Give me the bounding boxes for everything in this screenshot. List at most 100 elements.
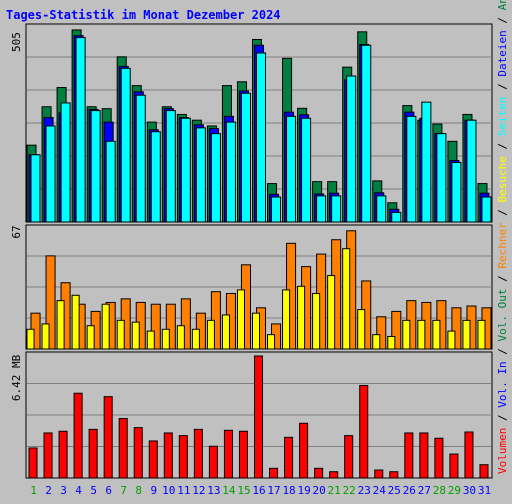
hosts-bar: [150, 303, 161, 350]
legend-item: Vol. In: [496, 361, 509, 407]
visits-bar: [71, 294, 80, 350]
volume-bar: [269, 467, 279, 479]
volume-bar: [28, 447, 38, 479]
day-label: 14: [222, 484, 236, 497]
day-label: 23: [358, 484, 371, 497]
visits-bar: [41, 323, 50, 350]
visits-bar: [86, 325, 95, 350]
visits-bar: [447, 330, 456, 350]
day-label: 7: [120, 484, 127, 497]
pages-bar: [60, 102, 71, 223]
pages-bar: [406, 115, 417, 223]
pages-bar: [90, 110, 101, 223]
visits-bar: [327, 275, 336, 350]
volume-ymax-label: 6.42 MB: [10, 354, 23, 401]
pages-bar: [286, 115, 297, 223]
visits-bar: [221, 314, 230, 350]
requests-ymax-label: 505: [10, 32, 23, 52]
day-label: 4: [75, 484, 82, 497]
volume-bar: [464, 431, 474, 479]
pages-bar: [301, 117, 312, 223]
pages-bar: [165, 110, 176, 223]
volume-bar: [208, 445, 218, 479]
day-label: 1: [30, 484, 37, 497]
volume-bar: [359, 384, 369, 479]
pages-bar: [75, 37, 86, 223]
volume-bar: [389, 471, 399, 479]
volume-bar: [404, 432, 414, 479]
visits-bar: [26, 328, 35, 350]
visits-bar: [236, 289, 245, 350]
pages-bar: [451, 161, 462, 223]
visits-bar: [161, 328, 170, 350]
legend-item: Vol. Out: [496, 289, 509, 342]
visits-bar: [462, 319, 471, 350]
pages-bar: [331, 195, 342, 223]
volume-bar: [58, 430, 68, 479]
volume-bar: [163, 432, 173, 479]
volume-bar: [344, 435, 354, 479]
hosts-bar: [165, 303, 176, 350]
day-label: 9: [150, 484, 157, 497]
volume-bar: [43, 432, 53, 479]
volume-bar: [434, 437, 444, 479]
visits-bar: [312, 292, 321, 350]
visits-ymax-label: 67: [10, 225, 23, 238]
pages-bar: [30, 154, 41, 223]
volume-bar: [148, 440, 158, 479]
hosts-bar: [45, 255, 56, 350]
visits-bar: [267, 334, 276, 350]
visits-bar: [251, 312, 261, 350]
volume-bar: [253, 355, 264, 479]
pages-bar: [120, 67, 131, 223]
day-label: 20: [313, 484, 326, 497]
pages-bar: [45, 125, 56, 223]
visits-bar: [101, 303, 110, 350]
bars: [26, 29, 492, 479]
legend-item: /: [496, 342, 509, 362]
visits-bar: [282, 289, 291, 350]
pages-bar: [195, 127, 206, 223]
day-label: 17: [267, 484, 280, 497]
pages-bar: [255, 52, 267, 223]
day-label: 28: [433, 484, 446, 497]
pages-bar: [240, 92, 251, 223]
day-label: 18: [282, 484, 295, 497]
legend-item: Seiten: [496, 96, 509, 136]
day-label: 21: [328, 484, 341, 497]
volume-bar: [299, 422, 309, 479]
pages-bar: [421, 101, 432, 223]
volume-bar: [329, 471, 339, 479]
day-label: 13: [207, 484, 220, 497]
legend-item: /: [496, 202, 509, 222]
legend-item: /: [496, 408, 509, 428]
pages-bar: [466, 119, 477, 223]
visits-bar: [146, 330, 155, 350]
visits-bar: [357, 309, 366, 350]
pages-bar: [135, 94, 146, 223]
legend-item: /: [496, 136, 509, 156]
volume-bar: [178, 435, 188, 479]
chart-title: Tages-Statistik im Monat Dezember 2024: [6, 8, 281, 22]
visits-bar: [176, 325, 185, 350]
volume-bar: [238, 430, 248, 479]
legend-item: Besuche: [496, 156, 509, 202]
visits-bar: [417, 319, 426, 350]
day-label: 10: [162, 484, 175, 497]
volume-bar: [73, 392, 83, 479]
day-label: 19: [297, 484, 310, 497]
day-labels: 1 2 3 4 5 6 7 8 9 10 11 12 13 14 15 16 17 18 19 20 21 22 23 24 2…: [30, 484, 491, 497]
pages-bar: [376, 195, 387, 223]
day-label: 8: [135, 484, 142, 497]
hosts-bar: [376, 316, 387, 350]
legend-item: Anfragen: [496, 0, 509, 10]
hosts-bar: [391, 310, 402, 350]
volume-bar: [284, 436, 294, 479]
visits-bar: [131, 321, 140, 350]
day-label: 5: [90, 484, 97, 497]
legend-item: /: [496, 269, 509, 289]
visits-bar: [342, 248, 351, 350]
visits-bar: [402, 319, 411, 350]
day-label: 11: [177, 484, 190, 497]
